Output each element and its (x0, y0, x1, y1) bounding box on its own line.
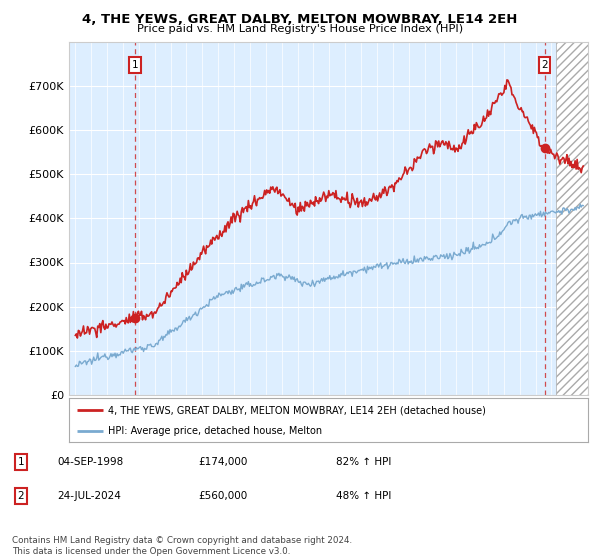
Text: 4, THE YEWS, GREAT DALBY, MELTON MOWBRAY, LE14 2EH: 4, THE YEWS, GREAT DALBY, MELTON MOWBRAY… (82, 13, 518, 26)
Text: £560,000: £560,000 (198, 491, 247, 501)
Text: 24-JUL-2024: 24-JUL-2024 (57, 491, 121, 501)
Text: 2: 2 (541, 60, 548, 70)
Text: Contains HM Land Registry data © Crown copyright and database right 2024.
This d: Contains HM Land Registry data © Crown c… (12, 536, 352, 556)
Text: £174,000: £174,000 (198, 457, 247, 467)
Text: Price paid vs. HM Land Registry's House Price Index (HPI): Price paid vs. HM Land Registry's House … (137, 24, 463, 34)
Text: 1: 1 (131, 60, 138, 70)
Bar (556, 42, 591, 395)
Text: 4, THE YEWS, GREAT DALBY, MELTON MOWBRAY, LE14 2EH (detached house): 4, THE YEWS, GREAT DALBY, MELTON MOWBRAY… (108, 405, 486, 415)
Text: HPI: Average price, detached house, Melton: HPI: Average price, detached house, Melt… (108, 426, 322, 436)
Text: 2: 2 (17, 491, 25, 501)
Text: 1: 1 (17, 457, 25, 467)
Text: 48% ↑ HPI: 48% ↑ HPI (336, 491, 391, 501)
Text: 04-SEP-1998: 04-SEP-1998 (57, 457, 123, 467)
Text: 82% ↑ HPI: 82% ↑ HPI (336, 457, 391, 467)
